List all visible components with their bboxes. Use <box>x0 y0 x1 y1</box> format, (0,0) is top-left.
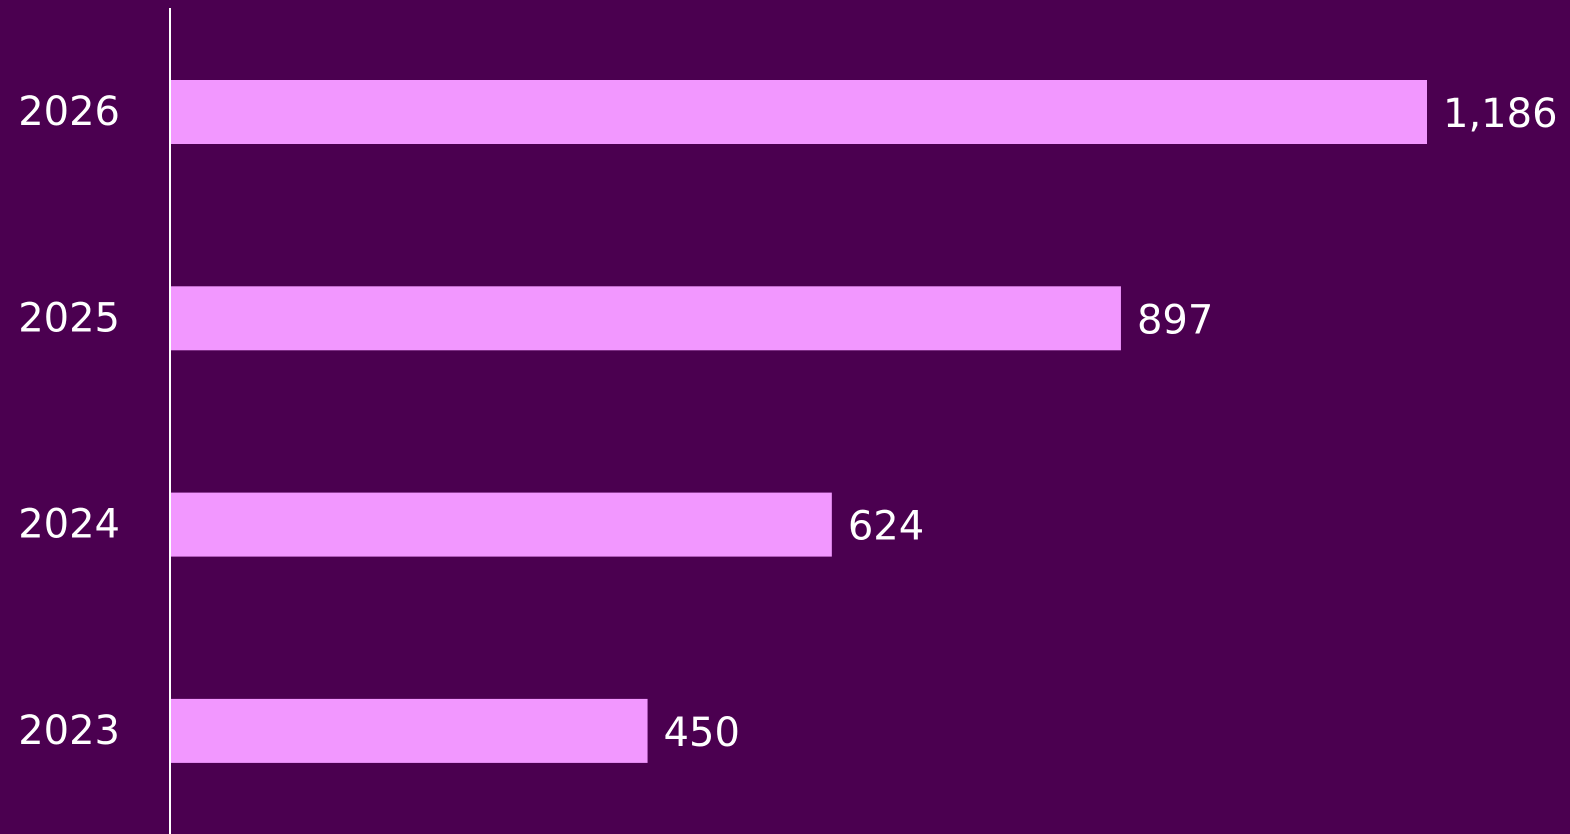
y-tick-label: 2025 <box>18 295 120 341</box>
value-label: 624 <box>848 504 924 550</box>
bar <box>171 698 648 763</box>
value-label: 1,186 <box>1443 91 1558 137</box>
y-tick-label: 2023 <box>18 708 120 754</box>
value-label: 897 <box>1137 297 1213 343</box>
bar <box>171 80 1427 144</box>
bar <box>171 492 832 557</box>
value-label: 450 <box>664 710 740 756</box>
bar <box>171 286 1121 351</box>
y-tick-label: 2026 <box>18 89 120 135</box>
y-tick-label: 2024 <box>18 502 120 548</box>
